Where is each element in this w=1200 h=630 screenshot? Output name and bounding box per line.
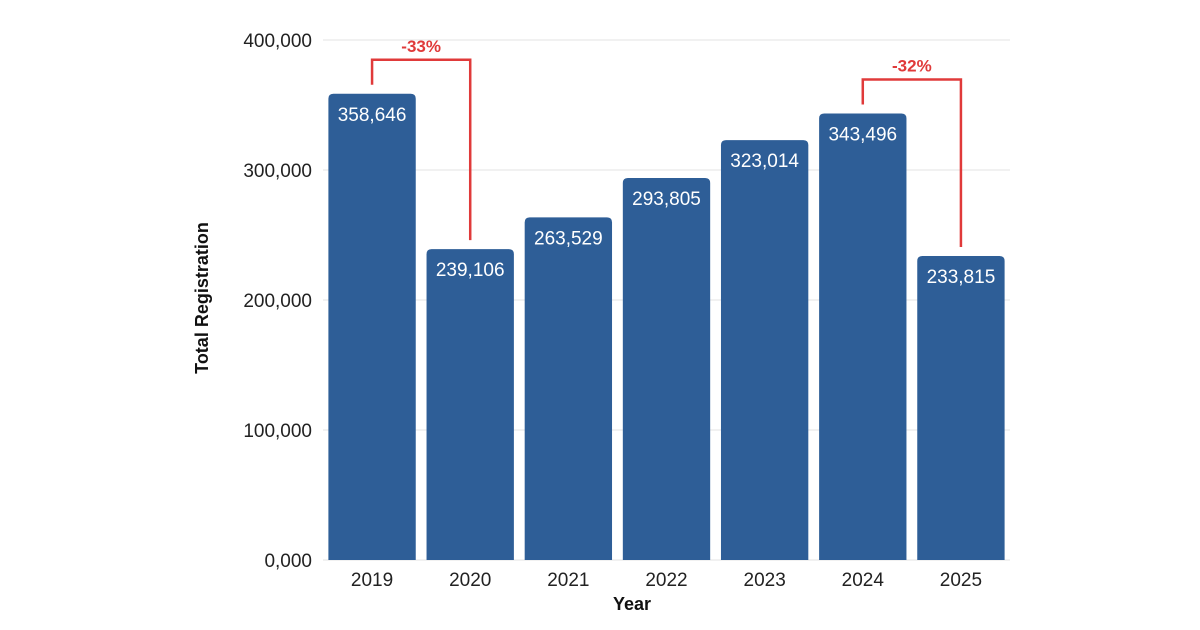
bar (917, 256, 1005, 560)
x-tick-label: 2023 (744, 570, 786, 591)
bar-value-label: 293,805 (632, 189, 701, 210)
bar-value-label: 239,106 (436, 260, 505, 281)
bar-value-label: 323,014 (730, 151, 799, 172)
x-tick-label: 2025 (940, 570, 982, 591)
bar-value-label: 263,529 (534, 228, 603, 249)
bars (328, 93, 1005, 561)
x-tick-label: 2024 (842, 570, 885, 591)
annotations: -33% -32% (370, 37, 963, 248)
y-tick-label: 100,000 (243, 421, 312, 442)
x-tick-label: 2020 (449, 570, 491, 591)
y-tick-label: 200,000 (243, 291, 312, 312)
x-axis-ticks: 2019 2020 2021 2022 2023 2024 2025 (351, 570, 982, 591)
x-tick-label: 2019 (351, 570, 393, 591)
y-tick-label: 400,000 (243, 31, 312, 52)
annotation-label: -32% (892, 56, 932, 75)
bar (524, 217, 613, 560)
y-tick-label: 300,000 (243, 161, 312, 182)
bar (426, 249, 514, 560)
annotation-bracket (370, 58, 472, 241)
bar-value-label: 233,815 (927, 267, 996, 288)
y-axis-title: Total Registration (192, 222, 212, 374)
annotation-label: -33% (401, 37, 441, 56)
x-tick-label: 2022 (645, 570, 687, 591)
bar (720, 140, 809, 561)
x-tick-label: 2021 (547, 570, 589, 591)
annotation-bracket (861, 78, 963, 248)
bar-value-label: 358,646 (338, 105, 407, 126)
bar (328, 93, 416, 561)
bar (622, 178, 711, 560)
y-axis-ticks: 0,000 100,000 200,000 300,000 400,000 (243, 31, 312, 572)
bar-value-label: 343,496 (828, 124, 897, 145)
x-axis-title: Year (613, 594, 651, 614)
bar (819, 113, 907, 560)
y-tick-label: 0,000 (264, 551, 312, 572)
bar-value-labels: 358,646 239,106 263,529 293,805 323,014 343,4… (338, 105, 996, 288)
